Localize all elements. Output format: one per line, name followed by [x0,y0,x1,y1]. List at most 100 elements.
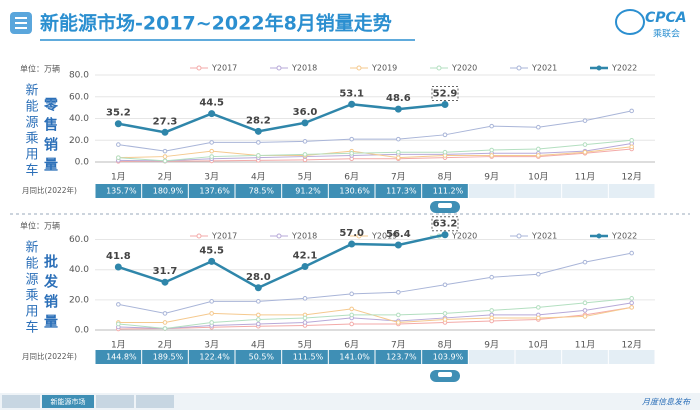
x-tick-label: 6月 [344,172,359,183]
yoy-value: 50.5% [249,353,275,362]
series-line [118,306,632,330]
x-tick-label: 11月 [575,340,595,351]
x-tick-label: 12月 [621,172,641,183]
yoy-value: 141.0% [339,353,370,362]
series-line [118,302,632,329]
series-line [118,297,632,329]
unit-label: 单位：万辆 [20,221,60,231]
metric-label: 零售销量 [42,96,59,177]
point [489,315,494,321]
y-tick-label: 20.0 [69,295,89,305]
yoy-cell [328,184,375,198]
x-tick-label: 3月 [204,340,219,351]
highlight-box [431,216,459,232]
logo-mark [615,9,645,35]
yoy-cell [282,350,328,364]
value-label: 56.4 [386,229,411,240]
yoy-cell [422,184,468,198]
yoy-cell [562,184,608,198]
legend-marker [516,233,522,239]
point [349,151,354,156]
x-tick-label: 10月 [528,172,548,183]
x-tick-label: 5月 [298,340,313,351]
side-label: 新能源乘用车 [23,239,39,336]
point [162,320,168,325]
point [348,240,356,248]
yoy-cell [235,184,282,198]
legend-label: Y2022 [611,232,637,241]
yoy-cell [422,350,468,364]
point [349,312,354,318]
y-tick-label: 40.0 [69,265,89,275]
point [489,147,494,153]
point [582,142,588,147]
legend-marker [196,233,202,239]
car-window [438,203,452,208]
point [536,305,541,310]
point [114,263,122,271]
point [629,108,634,114]
value-label: 28.2 [246,115,271,126]
y-tick-label: 0.0 [75,158,90,168]
point [396,136,401,142]
point [162,154,168,159]
point [256,299,261,304]
point [396,149,401,155]
yoy-value: 189.5% [153,353,184,362]
point [116,321,121,327]
x-tick-label: 10月 [528,340,548,351]
footer-bar [0,393,700,410]
yoy-cell [375,184,422,198]
point [209,154,214,159]
yoy-value: 111.5% [293,353,324,362]
point [582,314,588,319]
yoy-cell [328,350,375,364]
yoy-value: 122.4% [199,353,230,362]
yoy-cell [515,184,562,198]
y-tick-label: 80.0 [69,71,89,81]
point [394,105,402,113]
value-label: 27.3 [153,116,178,127]
value-label: 45.5 [199,245,224,256]
value-label: 31.7 [153,266,178,277]
point [489,123,494,129]
point [209,311,214,316]
point [302,320,308,325]
point [348,100,356,108]
point [349,321,354,327]
point [162,158,168,164]
logo-sub: 乘联会 [653,28,680,40]
side-label: 新能源乘用车 [23,82,39,179]
point [256,153,261,158]
footer-tab-active [42,395,94,408]
point [442,317,448,322]
point [396,290,401,295]
legend-marker [276,65,282,71]
x-tick-label: 4月 [251,340,266,351]
point [536,124,541,130]
yoy-cell [235,350,282,364]
point [301,119,309,127]
legend-label: Y2019 [371,64,397,73]
yoy-value: 180.9% [153,187,184,196]
yoy-cell [608,350,655,364]
point [209,320,214,325]
legend-label: Y2019 [371,232,397,241]
footer-tab [136,395,174,408]
point [536,153,541,158]
point [441,231,449,239]
x-tick-label: 2月 [158,172,173,183]
yoy-value: 91.2% [295,187,321,196]
point [256,317,261,322]
legend-label: Y2021 [531,64,557,73]
series-line [118,252,632,314]
point [629,300,634,306]
x-tick-label: 6月 [344,340,359,351]
series-line [118,110,632,152]
point [302,139,308,144]
yoy-cell [515,350,562,364]
car-window [438,372,452,377]
x-tick-label: 8月 [438,340,453,351]
y-tick-label: 40.0 [69,114,89,124]
